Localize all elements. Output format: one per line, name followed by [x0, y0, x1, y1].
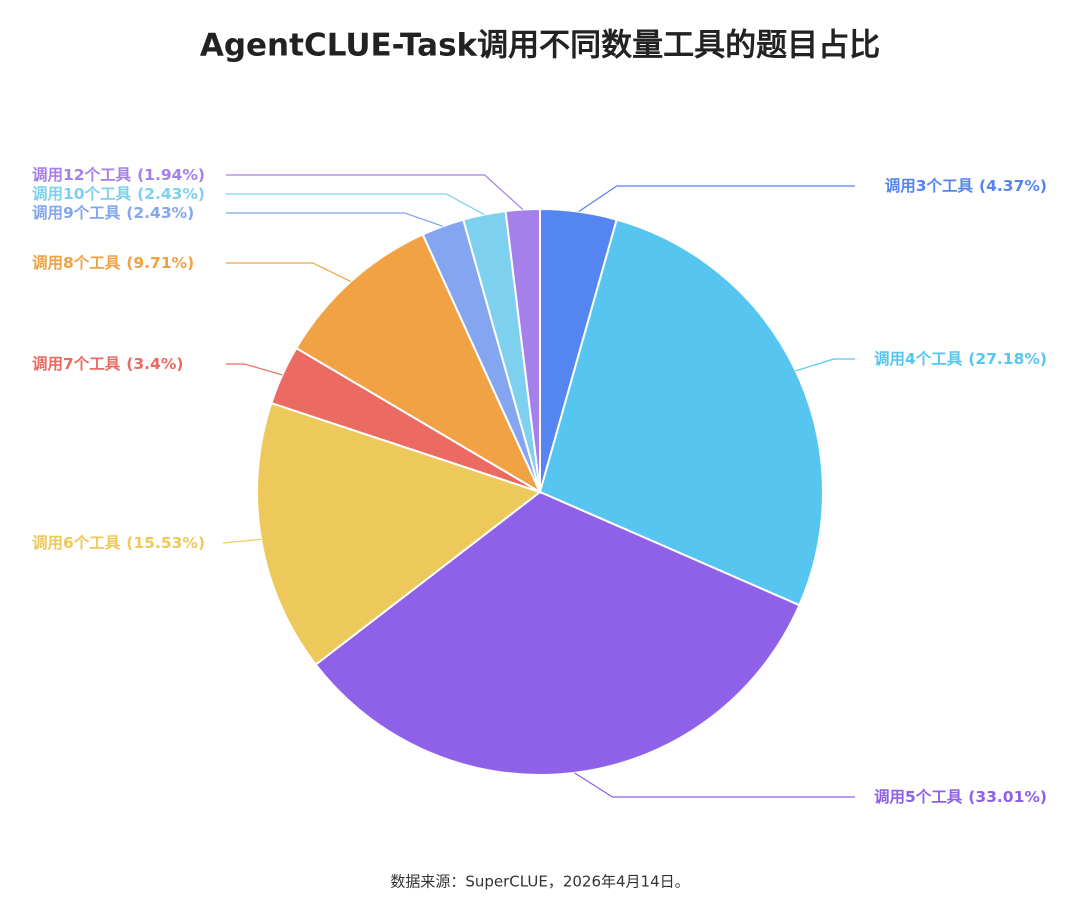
- slice-value-label: (3.4%): [126, 355, 183, 373]
- leader-line: [226, 363, 283, 376]
- slice-value-label: (1.94%): [137, 166, 205, 184]
- slice-category: 调用6个工具: [32, 534, 121, 552]
- slice-category: 调用9个工具: [32, 204, 121, 222]
- leader-line: [222, 538, 262, 544]
- slice-label: 调用9个工具 (2.43%): [32, 204, 194, 222]
- leader-line: [226, 174, 524, 210]
- slice-label: 调用4个工具 (27.18%): [874, 350, 1047, 368]
- leader-line: [795, 358, 855, 372]
- slice-category: 调用7个工具: [32, 355, 121, 373]
- slice-category: 调用3个工具: [885, 177, 974, 195]
- leader-line: [226, 262, 352, 283]
- slice-value-label: (15.53%): [126, 534, 205, 552]
- pie-slice: [294, 233, 543, 495]
- slice-label: 调用6个工具 (15.53%): [32, 534, 205, 552]
- leader-line: [578, 185, 855, 213]
- pie-slice: [538, 218, 824, 607]
- slice-label: 调用7个工具 (3.4%): [32, 355, 183, 373]
- slice-category: 调用4个工具: [874, 350, 963, 368]
- slice-category: 调用10个工具: [32, 185, 132, 203]
- slice-label: 调用5个工具 (33.01%): [874, 788, 1047, 806]
- slice-category: 调用12个工具: [32, 166, 132, 184]
- leader-line: [226, 212, 443, 227]
- slice-value-label: (4.37%): [979, 177, 1047, 195]
- slice-label: 调用10个工具 (2.43%): [32, 185, 205, 203]
- leader-line: [226, 193, 485, 216]
- slice-value-label: (2.43%): [137, 185, 205, 203]
- pie-slice: [314, 490, 801, 776]
- source-note: 数据来源：SuperCLUE，2026年4月14日。: [390, 873, 689, 891]
- leader-line: [574, 772, 855, 798]
- slice-label: 调用12个工具 (1.94%): [32, 166, 205, 184]
- slice-label: 调用8个工具 (9.71%): [32, 254, 194, 272]
- slice-category: 调用5个工具: [874, 788, 963, 806]
- chart-title: AgentCLUE-Task调用不同数量工具的题目占比: [200, 28, 880, 64]
- pie-slice: [256, 401, 543, 667]
- slice-value-label: (2.43%): [126, 204, 194, 222]
- slice-value-label: (33.01%): [968, 788, 1047, 806]
- slice-value-label: (9.71%): [126, 254, 194, 272]
- slice-category: 调用8个工具: [32, 254, 121, 272]
- slice-label: 调用3个工具 (4.37%): [885, 177, 1047, 195]
- slice-value-label: (27.18%): [968, 350, 1047, 368]
